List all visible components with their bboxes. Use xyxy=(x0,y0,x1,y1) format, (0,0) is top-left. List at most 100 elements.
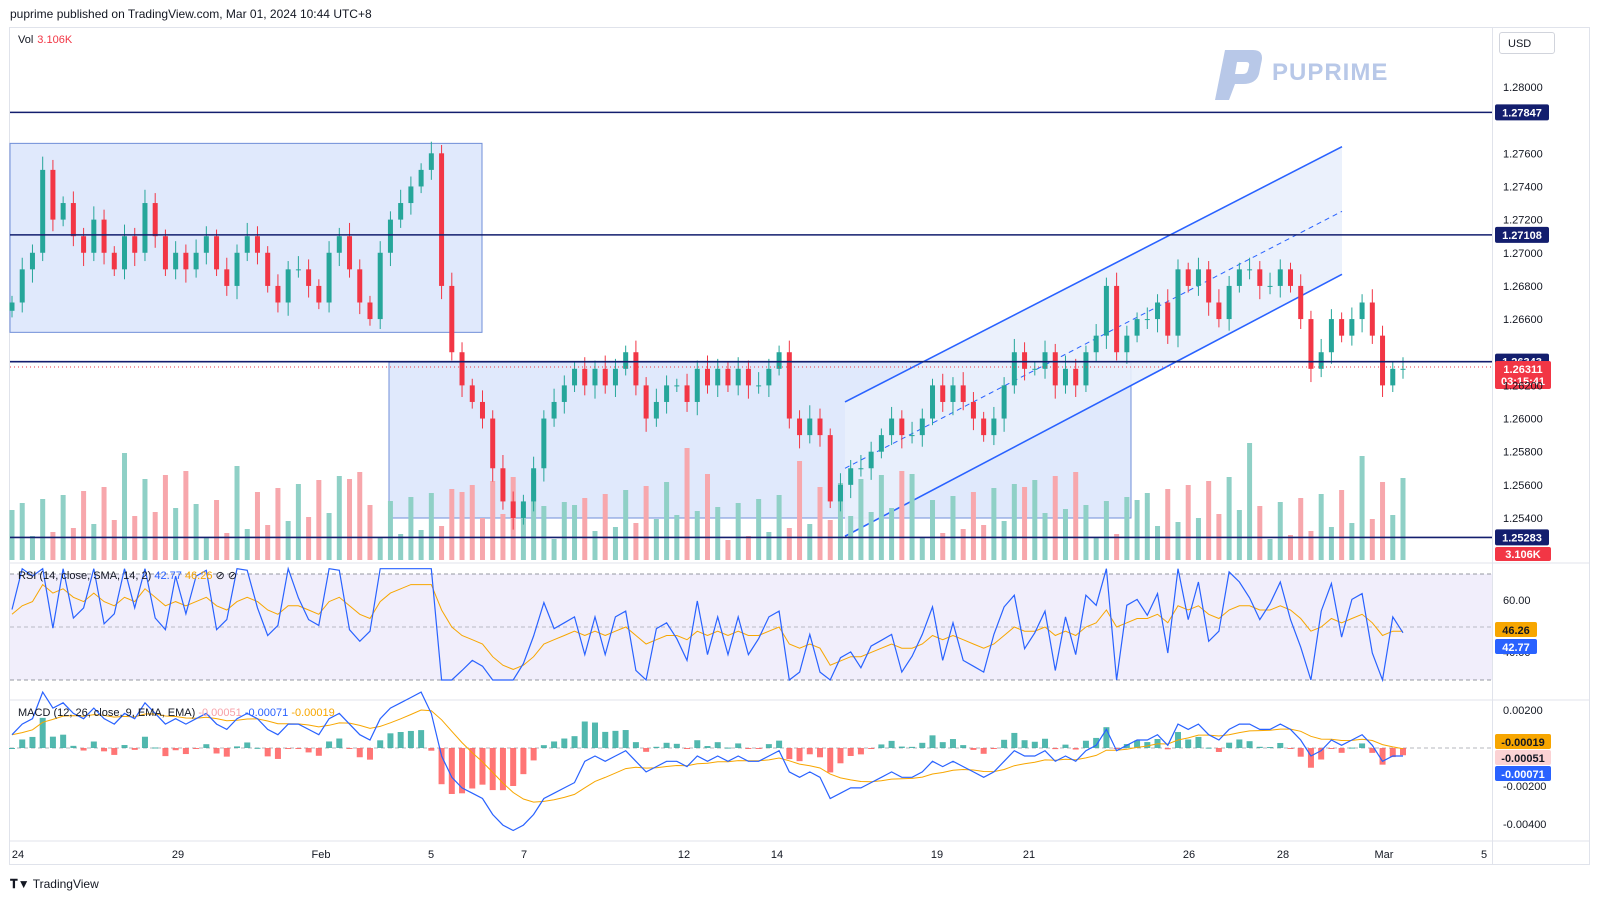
macd-histogram-bar xyxy=(868,748,875,749)
macd-histogram-bar xyxy=(428,748,435,751)
candle-body xyxy=(265,252,271,286)
macd-histogram-bar xyxy=(581,721,588,748)
macd-histogram-bar xyxy=(622,730,629,748)
candle-body xyxy=(1247,269,1253,271)
macd-histogram-bar xyxy=(244,742,251,748)
macd-histogram-bar xyxy=(806,748,813,755)
price-axis-frame xyxy=(1493,27,1590,865)
volume-bar xyxy=(1155,526,1161,560)
volume-bar xyxy=(40,499,46,560)
macd-histogram-bar xyxy=(295,748,302,749)
macd-histogram-bar xyxy=(520,748,527,775)
macd-histogram-bar xyxy=(315,748,322,756)
candle-body xyxy=(1185,269,1191,286)
candle-body xyxy=(1001,385,1007,419)
macd-histogram-bar xyxy=(407,730,414,748)
macd-histogram-bar xyxy=(1144,742,1151,748)
volume-bar xyxy=(295,484,301,560)
volume-bar xyxy=(459,492,465,560)
volume-bar xyxy=(234,466,240,560)
volume-bar xyxy=(162,475,168,560)
volume-bar xyxy=(592,531,598,560)
currency-button[interactable]: USD xyxy=(1499,32,1555,54)
chart-frame xyxy=(9,27,1493,865)
volume-bar xyxy=(1308,531,1314,560)
volume-bar xyxy=(1328,527,1334,560)
volume-bar xyxy=(387,501,393,560)
volume-bar xyxy=(265,525,271,560)
macd-histogram-bar xyxy=(101,748,108,752)
macd-histogram-bar xyxy=(827,748,834,773)
rsi-legend-sma: 46.26 xyxy=(184,570,213,582)
macd-histogram-bar xyxy=(724,747,731,749)
candle-body xyxy=(1216,302,1222,320)
macd-histogram-bar xyxy=(1318,748,1325,760)
volume-bar xyxy=(1001,521,1007,560)
candle-body xyxy=(1257,269,1263,286)
countdown-label: 03:15:41 xyxy=(1501,376,1545,388)
candle-body xyxy=(306,269,312,286)
macd-histogram-bar xyxy=(459,748,466,794)
candle-body xyxy=(244,236,250,253)
x-tick-label: 12 xyxy=(678,849,690,861)
macd-histogram-bar xyxy=(817,748,824,758)
macd-legend-label: MACD (12, 26, close, 9, EMA, EMA) xyxy=(18,707,196,719)
macd-histogram-bar xyxy=(571,736,578,748)
volume-bar xyxy=(244,529,250,560)
volume-bar xyxy=(1287,535,1293,560)
macd-histogram-bar xyxy=(796,748,803,762)
volume-bar xyxy=(469,485,475,560)
candle-body xyxy=(827,435,833,502)
candle-body xyxy=(1144,319,1150,321)
candle-body xyxy=(459,352,465,386)
volume-bar xyxy=(408,497,414,560)
volume-bar xyxy=(1369,519,1375,560)
price-tick-label: 1.26600 xyxy=(1503,314,1543,326)
candle-body xyxy=(643,385,649,419)
volume-legend-value: 3.106K xyxy=(37,34,73,46)
candle-body xyxy=(1073,368,1079,386)
macd-histogram-bar xyxy=(888,740,895,748)
volume-bar xyxy=(29,536,35,560)
volume-bar xyxy=(909,474,915,560)
rsi-badge xyxy=(1495,639,1537,654)
candle-body xyxy=(50,169,56,220)
macd-hist-badge xyxy=(1495,750,1551,765)
price-tick-label: 1.26200 xyxy=(1503,380,1543,392)
volume-bar xyxy=(694,511,700,560)
candle-body xyxy=(705,368,710,386)
macd-histogram-bar xyxy=(847,748,854,756)
macd-histogram-bar xyxy=(1011,732,1018,748)
volume-bar xyxy=(1349,523,1355,560)
candle-body xyxy=(1298,285,1304,320)
macd-histogram-bar xyxy=(776,740,783,748)
candle-body xyxy=(387,219,393,253)
x-tick-label: 29 xyxy=(172,849,184,861)
macd-histogram-bar xyxy=(1348,747,1355,749)
macd-histogram-bar xyxy=(714,742,721,748)
candle-body xyxy=(60,203,66,220)
candle-body xyxy=(1052,352,1058,386)
rsi-line xyxy=(11,566,1404,683)
level-badge xyxy=(1495,104,1549,121)
macd-histogram-bar xyxy=(19,739,26,748)
candle-body xyxy=(142,203,148,253)
macd-histogram-bar xyxy=(602,731,609,748)
rsi-legend-label: RSI (14, close, SMA, 14, 2) xyxy=(18,570,152,582)
macd-tick-label: -0.00400 xyxy=(1503,819,1546,831)
volume-bar xyxy=(643,486,649,560)
candle-body xyxy=(899,418,905,436)
candle-body xyxy=(500,468,506,502)
macd-badge-label: -0.00071 xyxy=(1501,769,1544,781)
level-badge xyxy=(1495,226,1549,243)
candle-body xyxy=(1124,335,1130,353)
candle-body xyxy=(101,219,107,253)
volume-bar xyxy=(1042,513,1048,560)
macd-histogram-bar xyxy=(305,748,312,753)
candle-body xyxy=(428,153,434,170)
candle-body xyxy=(623,352,629,369)
macd-histogram-bar xyxy=(499,748,506,791)
volume-bar xyxy=(418,530,424,560)
candle-body xyxy=(960,385,966,402)
